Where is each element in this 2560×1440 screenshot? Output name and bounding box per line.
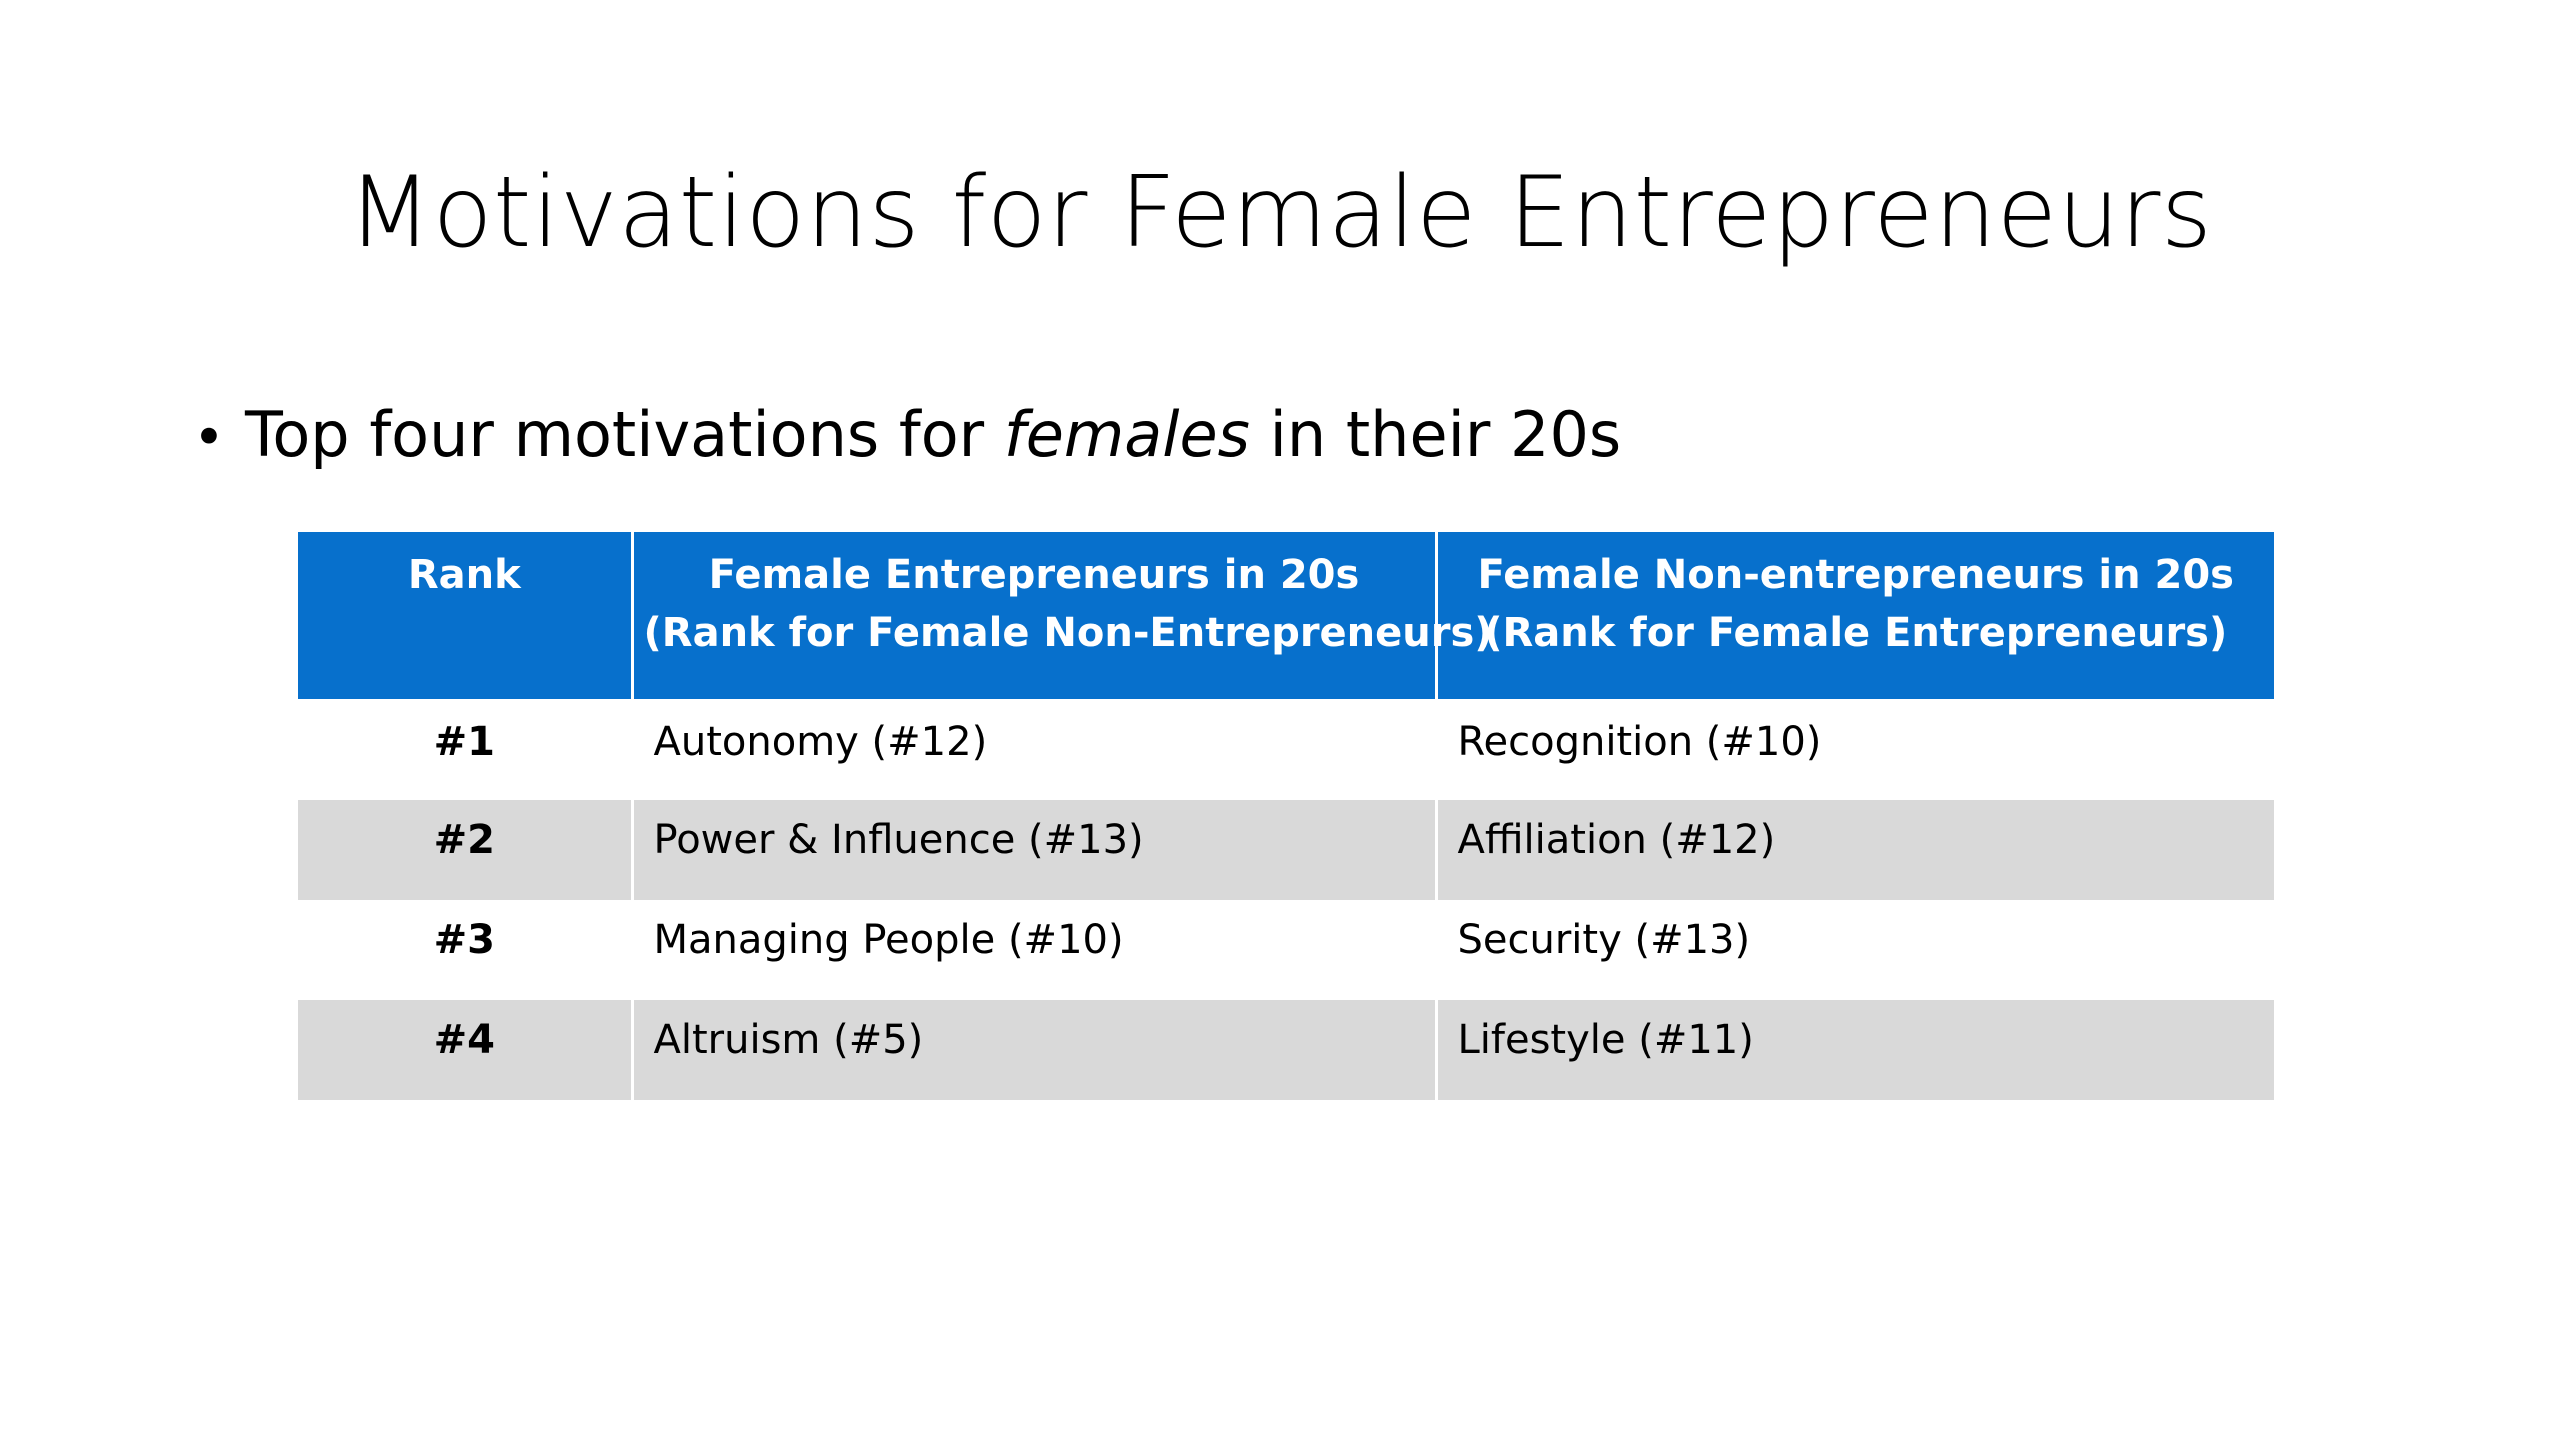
bullet-text-end: in their 20s	[1249, 398, 1622, 471]
non-entrepreneur-motivation-cell: Security (#13)	[1436, 900, 2274, 1000]
rank-cell: #1	[298, 700, 634, 800]
bullet-point: • Top four motivations for females in the…	[193, 390, 1621, 483]
header-non-entrepreneurs: Female Non-entrepreneurs in 20s (Rank fo…	[1436, 532, 2274, 702]
motivations-table: Rank Female Entrepreneurs in 20s (Rank f…	[298, 532, 2274, 1100]
table-header-row: Rank Female Entrepreneurs in 20s (Rank f…	[298, 532, 2274, 702]
entrepreneur-motivation-cell: Autonomy (#12)	[632, 700, 1438, 800]
header-rank: Rank	[298, 532, 634, 702]
rank-cell: #2	[298, 800, 634, 900]
entrepreneur-motivation-cell: Power & Influence (#13)	[632, 800, 1438, 900]
rank-cell: #3	[298, 900, 634, 1000]
bullet-text-start: Top four motivations for	[245, 398, 1004, 471]
non-entrepreneur-motivation-cell: Lifestyle (#11)	[1436, 1000, 2274, 1100]
table-row: #4 Altruism (#5) Lifestyle (#11)	[298, 1000, 2274, 1100]
header-non-entrepreneurs-line2: (Rank for Female Entrepreneurs)	[1484, 610, 2228, 656]
entrepreneur-motivation-cell: Managing People (#10)	[632, 900, 1438, 1000]
bullet-text-emphasis: females	[1003, 398, 1250, 471]
table-row: #3 Managing People (#10) Security (#13)	[298, 900, 2274, 1000]
non-entrepreneur-motivation-cell: Recognition (#10)	[1436, 700, 2274, 800]
table-row: #1 Autonomy (#12) Recognition (#10)	[298, 700, 2274, 800]
table-row: #2 Power & Influence (#13) Affiliation (…	[298, 800, 2274, 900]
header-non-entrepreneurs-line1: Female Non-entrepreneurs in 20s	[1477, 552, 2234, 598]
header-entrepreneurs-line2: (Rank for Female Non-Entrepreneurs)	[643, 610, 1493, 656]
rank-cell: #4	[298, 1000, 634, 1100]
slide-title: Motivations for Female Entrepreneurs	[347, 156, 2213, 270]
header-entrepreneurs: Female Entrepreneurs in 20s (Rank for Fe…	[632, 532, 1493, 702]
bullet-icon: •	[193, 406, 225, 469]
non-entrepreneur-motivation-cell: Affiliation (#12)	[1436, 800, 2274, 900]
entrepreneur-motivation-cell: Altruism (#5)	[632, 1000, 1438, 1100]
header-rank-label: Rank	[407, 552, 521, 598]
header-entrepreneurs-line1: Female Entrepreneurs in 20s	[708, 552, 1360, 598]
